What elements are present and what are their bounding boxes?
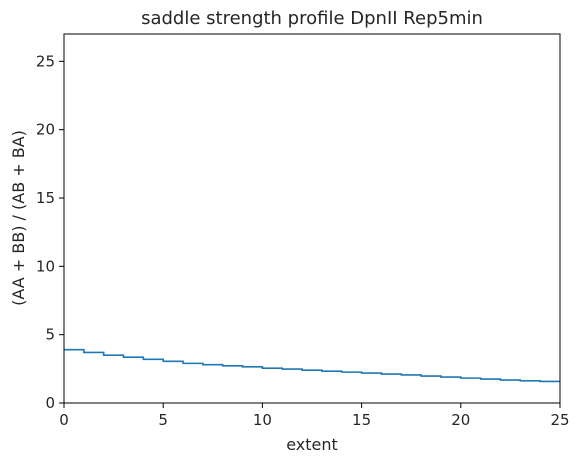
y-tick-label: 15 <box>36 189 55 207</box>
x-tick-label: 15 <box>352 411 371 429</box>
chart-title: saddle strength profile DpnII Rep5min <box>141 8 483 29</box>
y-axis-label: (AA + BB) / (AB + BA) <box>9 130 28 306</box>
plot-area: 0 5 10 15 20 25 0 5 10 15 20 25 <box>36 33 570 429</box>
x-axis-label: extent <box>286 435 338 454</box>
y-tick-label: 5 <box>45 326 55 344</box>
x-tick-label: 10 <box>253 411 272 429</box>
axes-frame <box>63 33 561 404</box>
y-tick-label: 20 <box>36 121 55 139</box>
y-tick-label: 0 <box>45 394 55 412</box>
x-tick-label: 25 <box>550 411 569 429</box>
x-tick-label: 5 <box>158 411 168 429</box>
y-tick-label: 10 <box>36 257 55 275</box>
y-tick-label: 25 <box>36 52 55 70</box>
series-line-0 <box>64 348 560 383</box>
x-tick-label: 20 <box>451 411 470 429</box>
x-tick-label: 0 <box>59 411 69 429</box>
